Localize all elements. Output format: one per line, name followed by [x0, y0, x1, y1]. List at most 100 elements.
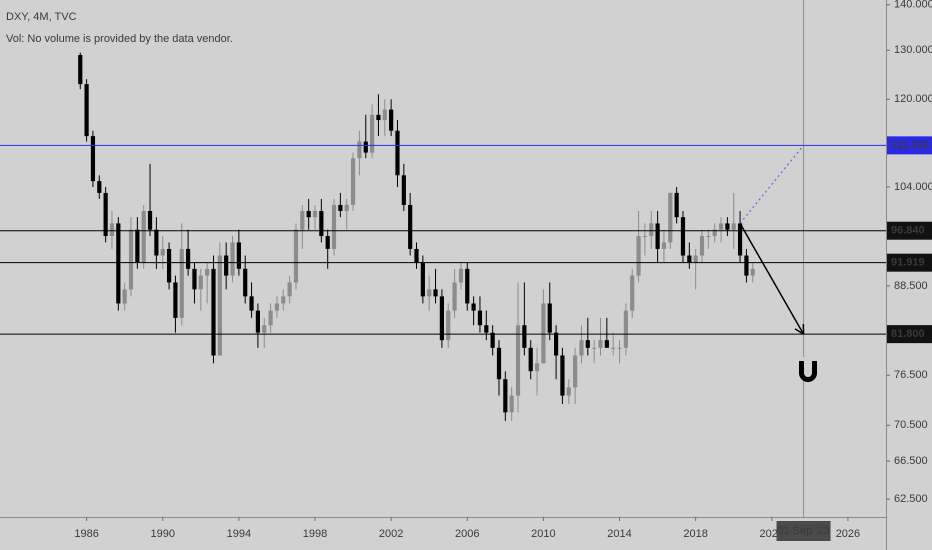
projection-line	[739, 144, 805, 224]
level-label: 111.310	[891, 139, 930, 151]
candle-body	[509, 395, 514, 413]
candle-body	[420, 262, 425, 297]
candle-body	[661, 242, 667, 249]
candle-body	[484, 325, 489, 333]
candle-body	[128, 229, 134, 290]
candle-body	[122, 289, 127, 304]
candle-body	[344, 204, 349, 212]
candle-body	[617, 347, 622, 349]
candle-body	[687, 255, 692, 263]
candle-body	[712, 229, 717, 237]
candle-body	[363, 141, 368, 153]
level-label-box	[887, 136, 932, 155]
candle-body	[217, 255, 222, 356]
candle-body	[458, 268, 464, 283]
candle-body	[306, 211, 311, 218]
candle-body	[579, 340, 584, 356]
candle-body	[439, 296, 444, 341]
level-label-box	[887, 325, 932, 344]
candle-body	[211, 268, 216, 356]
candle-body	[528, 347, 533, 372]
candle-body	[78, 54, 83, 85]
candle-body	[750, 268, 755, 276]
candle-body	[268, 310, 273, 326]
candle-body	[154, 229, 159, 256]
candle-body	[630, 275, 635, 311]
candle-body	[433, 289, 438, 297]
candle-body	[205, 268, 210, 276]
x-tick-label: 1990	[150, 528, 174, 540]
candle-body	[490, 332, 495, 348]
candle-body	[376, 114, 381, 121]
y-tick-label: 88.500	[894, 280, 928, 292]
y-tick-label: 66.500	[894, 455, 928, 467]
candle-body	[649, 223, 654, 237]
candle-body	[611, 347, 616, 349]
level-label: 96.840	[891, 225, 925, 237]
plot-area	[0, 0, 886, 517]
candle-body	[274, 303, 280, 311]
candle-body	[357, 141, 362, 159]
x-tick-label: 2010	[531, 528, 555, 540]
candle-body	[319, 211, 324, 237]
candle-body	[198, 275, 203, 290]
candle-body	[338, 204, 343, 212]
candle-body	[166, 248, 172, 283]
candle-body	[350, 158, 356, 205]
y-tick-label: 76.500	[894, 369, 928, 381]
y-tick-label: 140.000	[894, 0, 932, 11]
candle-body	[452, 282, 457, 311]
candle-body	[109, 223, 115, 237]
candle-body	[674, 192, 679, 218]
candle-body	[693, 255, 698, 263]
candle-body	[566, 387, 571, 396]
candle-body	[477, 310, 483, 326]
magnet-gap	[812, 357, 817, 361]
x-tick-label: 2026	[836, 528, 860, 540]
candle-body	[300, 211, 305, 230]
candle-body	[534, 363, 540, 372]
x-tick-label: 1986	[74, 528, 98, 540]
candle-body	[293, 229, 299, 283]
candle-body	[173, 282, 178, 318]
candle-body	[718, 223, 724, 230]
level-label-box	[887, 221, 932, 240]
candle-body	[446, 310, 451, 341]
y-tick-label: 130.000	[894, 44, 932, 56]
chart-subtitle: Vol: No volume is provided by the data v…	[6, 33, 233, 45]
candle-body	[699, 236, 705, 256]
level-label-box	[887, 253, 932, 272]
candle-body	[287, 282, 292, 297]
candle-body	[725, 223, 730, 230]
chart-title: DXY, 4M, TVC	[6, 11, 77, 23]
candle-body	[179, 248, 184, 318]
x-tick-label: 2002	[379, 528, 403, 540]
y-tick-label: 104.000	[894, 181, 932, 193]
candle-body	[623, 310, 628, 348]
candle-body	[331, 204, 337, 249]
candle-body	[655, 223, 660, 249]
candle-body	[147, 211, 153, 230]
candle-body	[243, 268, 248, 297]
candle-body	[255, 310, 261, 333]
candle-body	[312, 211, 318, 218]
magnet-gap	[799, 357, 804, 361]
candle-body	[515, 325, 521, 396]
arrow-head	[794, 328, 804, 335]
candle-body	[325, 236, 330, 249]
candle-body	[370, 114, 375, 153]
candle-body	[522, 325, 527, 348]
candle-body	[395, 130, 400, 176]
candle-body	[592, 347, 597, 349]
y-tick-label: 120.000	[894, 93, 932, 105]
candle-body	[680, 217, 686, 256]
candle-body	[84, 84, 89, 137]
candle-body	[547, 303, 552, 333]
level-label: 81.800	[891, 328, 925, 340]
candle-body	[281, 296, 286, 304]
candle-body	[465, 268, 470, 304]
candle-body	[141, 211, 146, 263]
candle-body	[636, 236, 641, 276]
candle-body	[706, 236, 711, 238]
candle-body	[585, 340, 590, 348]
